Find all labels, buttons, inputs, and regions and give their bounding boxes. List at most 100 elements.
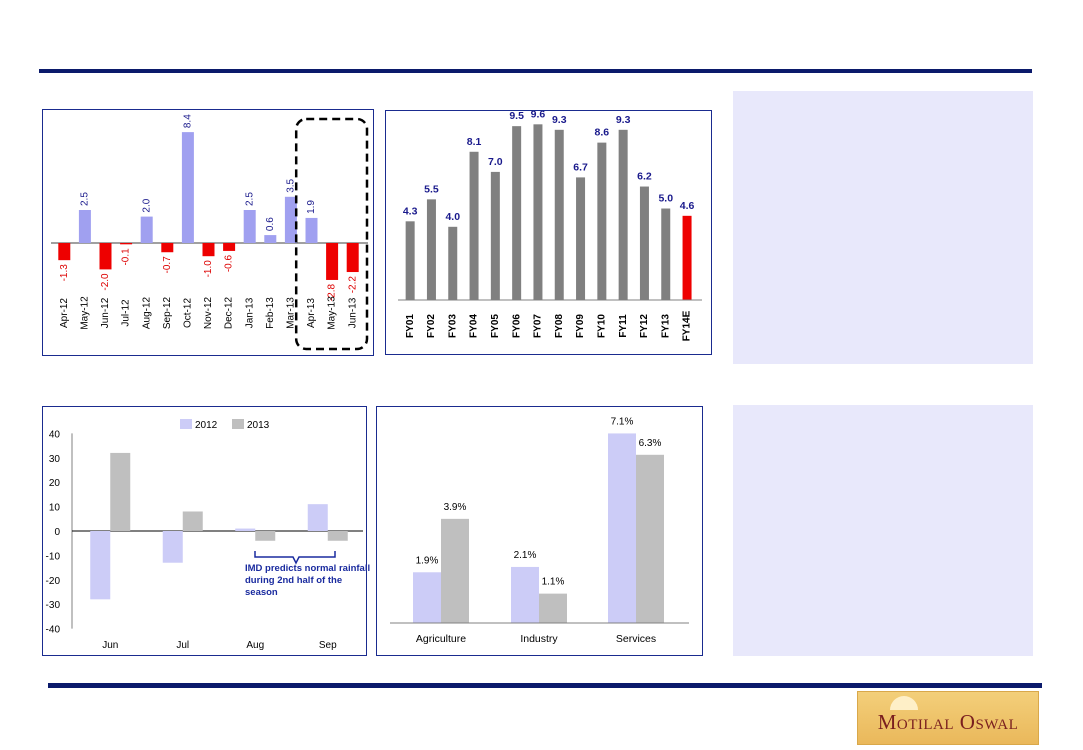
data-label: 5.0 [658,193,673,205]
data-label: 2.0 [141,198,152,212]
data-label: 2.5 [244,192,255,206]
bar [327,531,348,541]
y-tick-label: -30 [46,600,61,611]
x-tick-label: Agriculture [416,633,466,645]
bar [576,177,586,300]
tick-label: Dec-12 [224,296,235,329]
x-tick-label: Aug [246,640,264,651]
tick-label: FY08 [554,314,565,338]
data-label: 7.1% [611,416,634,427]
tick-label: FY10 [596,314,607,338]
bar [284,196,297,243]
data-label: 6.2 [637,171,652,183]
bar [162,531,183,563]
bar [413,572,441,623]
bar [202,243,215,257]
bar [182,511,203,531]
data-label: 0.6 [265,217,276,231]
bar [533,124,543,300]
bar [78,210,91,243]
data-label: 1.9 [306,200,317,214]
bar [305,217,318,243]
tick-label: FY14E [682,310,693,341]
data-label: 2.1% [514,550,537,561]
tick-label: Aug-12 [141,296,152,329]
sector-growth-chart: 1.9% 3.9% Agriculture 2.1% 1.1% Industry 7.1% 6… [390,416,689,645]
legend-swatch [232,419,244,429]
tick-label: Oct-12 [183,298,194,328]
bar [161,243,174,253]
logo-sun-icon [890,696,918,710]
bar [682,215,692,300]
tick-label: Sep-12 [162,296,173,329]
motilal-oswal-logo: Motilal Oswal [857,691,1039,745]
data-label: 3.5 [286,178,297,192]
bar [636,454,664,623]
data-label: 6.3% [639,438,662,449]
bar [554,129,564,300]
data-label: 8.6 [595,127,610,139]
data-label: -2.0 [100,273,111,291]
bar [426,199,436,300]
data-label: 2.5 [80,192,91,206]
bar [539,593,567,623]
bar [490,171,500,300]
bar [441,518,469,623]
y-tick-label: -10 [46,551,61,562]
tick-label: FY12 [639,314,650,338]
tick-label: Feb-13 [265,297,276,329]
legend-swatch [180,419,192,429]
tick-label: Jan-13 [244,297,255,328]
bar [405,221,415,300]
bar [90,531,111,600]
tick-label: May-12 [80,296,91,330]
bar [264,235,277,243]
bar [223,243,236,251]
bar [608,433,636,623]
highlight-box [294,117,369,351]
tick-label: FY01 [405,314,416,338]
data-label: -2.8 [327,284,338,302]
y-tick-label: 30 [49,454,61,465]
annual-growth-chart: 4.3 FY01 5.5 FY02 4.0 FY03 8.1 FY04 7.0 FY05 9.5 FY… [398,111,702,341]
data-label: 1.9% [416,555,439,566]
top-rule [39,69,1032,73]
y-tick-label: 40 [49,429,61,440]
data-label: 9.5 [509,111,524,122]
legend-label: 2012 [195,420,218,431]
bar [307,504,328,531]
tick-label: May-13 [327,296,338,330]
bar [618,129,628,300]
bar [511,566,539,623]
data-label: -0.1 [121,248,132,266]
data-label: 9.3 [552,114,567,126]
y-tick-label: 0 [54,527,60,538]
bar [469,151,479,300]
data-label: 4.3 [403,205,418,217]
bar [110,452,131,531]
bar [255,531,276,541]
tick-label: FY04 [469,314,480,338]
data-label: -0.7 [162,256,173,274]
sector-growth-panel: 1.9% 3.9% Agriculture 2.1% 1.1% Industry 7.1% 6… [376,406,703,656]
data-label: 5.5 [424,183,439,195]
tick-label: FY03 [447,314,458,338]
bar [181,132,194,243]
data-label: -1.0 [203,260,214,278]
bottom-rule [48,683,1042,688]
x-tick-label: Sep [319,640,337,651]
x-tick-label: Industry [520,633,558,645]
tick-label: Apr-12 [59,298,70,328]
data-label: 9.3 [616,114,631,126]
x-tick-label: Services [616,633,656,645]
data-label: 4.0 [445,211,460,223]
legend-label: 2013 [247,420,270,431]
y-tick-label: 10 [49,503,61,514]
monthly-growth-panel: -1.3 Apr-12 2.5 May-12 -2.0 Jun-12 -0.1 Jul-12 2… [42,109,374,356]
data-label: 1.1% [542,577,565,588]
bar [661,208,671,300]
y-tick-label: 20 [49,478,61,489]
bar [326,243,339,280]
data-label: 3.9% [444,502,467,513]
bar [346,243,359,273]
